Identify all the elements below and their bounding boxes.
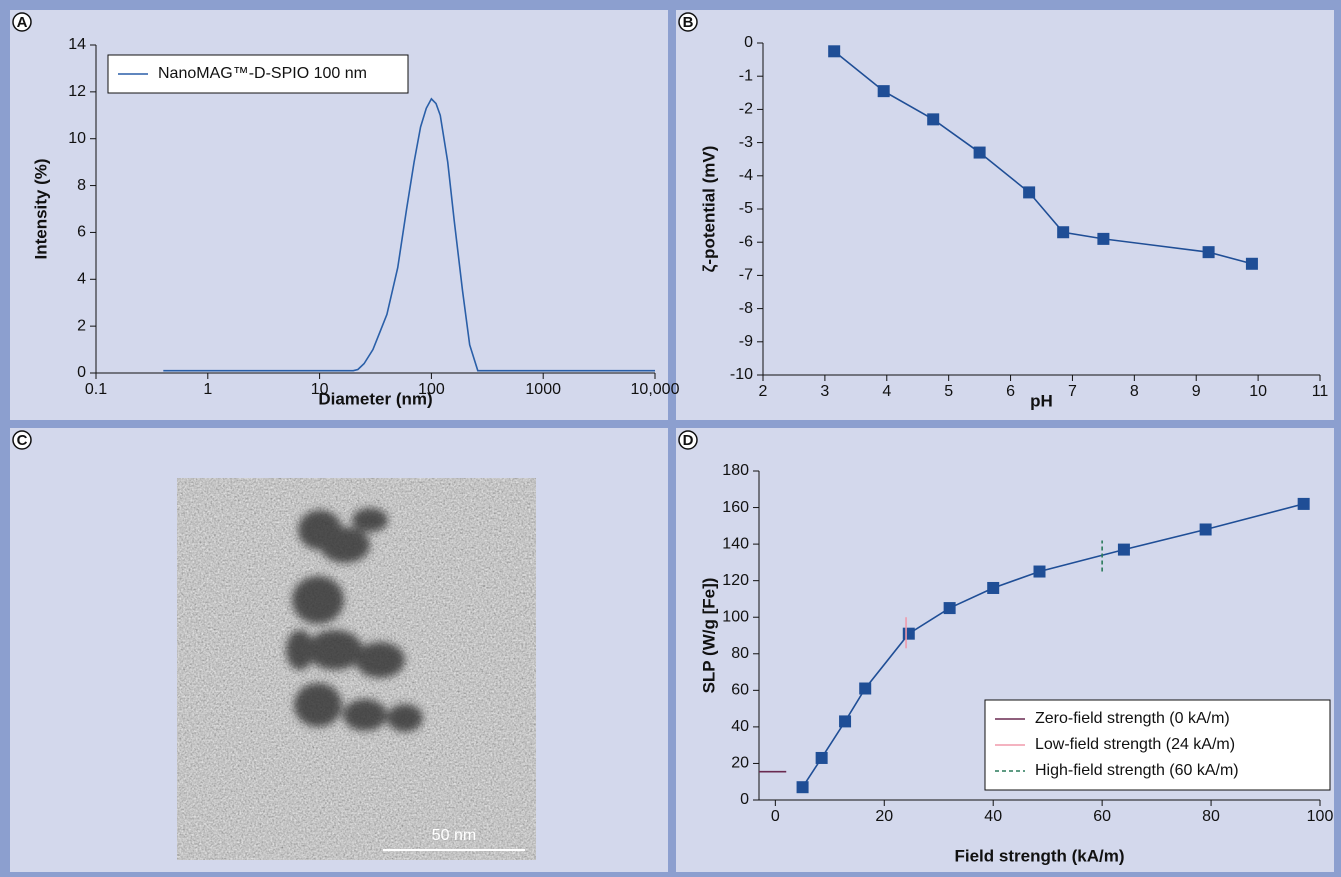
y-tick-label: 4 [77,271,86,288]
y-tick-label: 140 [722,535,749,552]
panel-label: A [17,14,28,31]
marker [859,683,871,695]
tem-image: 50 nm [177,478,536,860]
marker [987,582,999,594]
x-tick-label: 1 [203,381,212,398]
y-tick-label: -1 [739,67,753,84]
x-tick-label: 4 [882,383,891,400]
legend-label: High-field strength (60 kA/m) [1035,762,1239,779]
y-axis-title: SLP (W/g [Fe]) [699,578,718,694]
y-tick-label: 2 [77,317,86,334]
x-tick-label: 20 [875,808,893,825]
x-tick-label: 80 [1202,808,1220,825]
y-tick-label: 40 [731,718,749,735]
marker [1298,498,1310,510]
y-tick-label: 80 [731,645,749,662]
marker [944,602,956,614]
y-tick-label: 120 [722,572,749,589]
y-tick-label: 14 [68,36,86,53]
panel-label: D [683,432,694,449]
y-tick-label: 0 [77,364,86,381]
page: {"panel_labels": ["A", "B", "C", "D"], "… [0,0,1341,877]
legend-label: NanoMAG™-D-SPIO 100 nm [158,65,367,82]
x-tick-label: 2 [759,383,768,400]
x-axis-title: Diameter (nm) [318,389,432,408]
marker [1203,246,1215,258]
x-tick-label: 60 [1093,808,1111,825]
x-tick-label: 5 [944,383,953,400]
marker [839,715,851,727]
x-axis-title: Field strength (kA/m) [954,846,1124,865]
y-tick-label: -5 [739,200,753,217]
panel-label: C [17,432,28,449]
y-tick-label: 0 [744,34,753,51]
x-tick-label: 9 [1192,383,1201,400]
marker [974,147,986,159]
y-tick-label: 60 [731,682,749,699]
marker [1023,186,1035,198]
y-tick-label: 160 [722,499,749,516]
marker [828,45,840,57]
y-tick-label: -4 [739,167,753,184]
x-tick-label: 100 [1307,808,1334,825]
marker [927,113,939,125]
x-tick-label: 0.1 [85,381,107,398]
y-tick-label: 12 [68,83,86,100]
x-tick-label: 11 [1312,383,1329,400]
marker [1118,544,1130,556]
figure: 50 nm ABCD0.1110100100010,00002468101214… [0,0,1341,877]
y-tick-label: 8 [77,177,86,194]
y-tick-label: 20 [731,755,749,772]
y-axis-title: ζ-potential (mV) [699,146,718,273]
y-tick-label: 10 [68,130,86,147]
y-tick-label: 180 [722,462,749,479]
y-tick-label: -6 [739,233,753,250]
marker [1034,566,1046,578]
x-tick-label: 1000 [525,381,561,398]
panel [676,10,1334,420]
y-tick-label: -10 [730,366,753,383]
y-tick-label: -9 [739,333,753,350]
marker [878,85,890,97]
marker [1057,226,1069,238]
panel-label: B [683,14,694,31]
x-tick-label: 10,000 [631,381,680,398]
x-tick-label: 0 [771,808,780,825]
y-tick-label: 100 [722,608,749,625]
y-tick-label: -2 [739,101,753,118]
y-axis-title: Intensity (%) [31,158,50,259]
marker [797,781,809,793]
x-tick-label: 6 [1006,383,1015,400]
x-tick-label: 3 [820,383,829,400]
y-tick-label: 6 [77,224,86,241]
y-tick-label: -8 [739,300,753,317]
legend-label: Low-field strength (24 kA/m) [1035,736,1235,753]
x-tick-label: 7 [1068,383,1077,400]
x-tick-label: 8 [1130,383,1139,400]
x-tick-label: 10 [1249,383,1267,400]
y-tick-label: -3 [739,134,753,151]
marker [1200,523,1212,535]
y-tick-label: 0 [740,791,749,808]
scale-bar-label: 50 nm [432,827,476,844]
panel [676,428,1334,872]
marker [816,752,828,764]
x-axis-title: pH [1030,391,1053,410]
marker [1097,233,1109,245]
legend-label: Zero-field strength (0 kA/m) [1035,710,1230,727]
marker [903,628,915,640]
y-tick-label: -7 [739,267,753,284]
x-tick-label: 40 [984,808,1002,825]
marker [1246,258,1258,270]
